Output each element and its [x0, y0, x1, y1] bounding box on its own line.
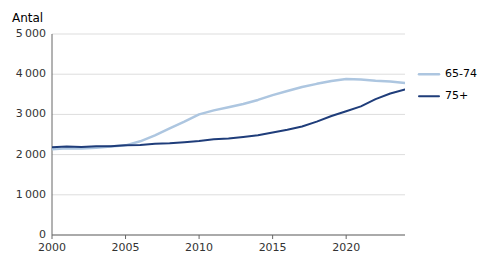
- x-tick-label: 2010: [185, 241, 213, 254]
- legend-swatch: [419, 95, 439, 97]
- y-axis-line: [52, 34, 53, 235]
- x-tick-label: 2005: [112, 241, 140, 254]
- y-tick-label: 1 000: [16, 188, 46, 201]
- x-tick: [199, 235, 200, 239]
- y-axis-label: Antal: [12, 11, 43, 25]
- grid-line: [52, 74, 405, 75]
- y-tick-label: 2 000: [16, 148, 46, 161]
- y-tick-label: 0: [39, 228, 46, 241]
- legend: 65-74 75+: [419, 67, 477, 102]
- grid-line: [52, 194, 405, 195]
- legend-swatch: [419, 73, 439, 76]
- y-tick-label: 3 000: [16, 107, 46, 120]
- x-tick-label: 2000: [38, 241, 66, 254]
- grid-line: [52, 154, 405, 155]
- grid: [52, 34, 405, 235]
- y-tick-label: 5 000: [16, 27, 46, 40]
- y-tick-label: 4 000: [16, 67, 46, 80]
- x-tick-label: 2020: [332, 241, 360, 254]
- x-tick: [52, 235, 53, 239]
- plot-area: [52, 79, 405, 149]
- x-tick: [272, 235, 273, 239]
- grid-line: [52, 114, 405, 115]
- x-tick-label: 2015: [259, 241, 287, 254]
- x-axis-line: [52, 235, 405, 236]
- line-series: [52, 89, 405, 147]
- chart: 0 1 000 2 000 3 000 4 000 5 000 2000 2005 2010 20…: [0, 0, 500, 263]
- grid-line: [52, 34, 405, 35]
- x-tick: [125, 235, 126, 239]
- grid-line: [52, 235, 405, 236]
- line-series: [52, 79, 405, 149]
- legend-label: 65-74: [445, 67, 477, 80]
- legend-label: 75+: [445, 89, 468, 102]
- x-tick: [346, 235, 347, 239]
